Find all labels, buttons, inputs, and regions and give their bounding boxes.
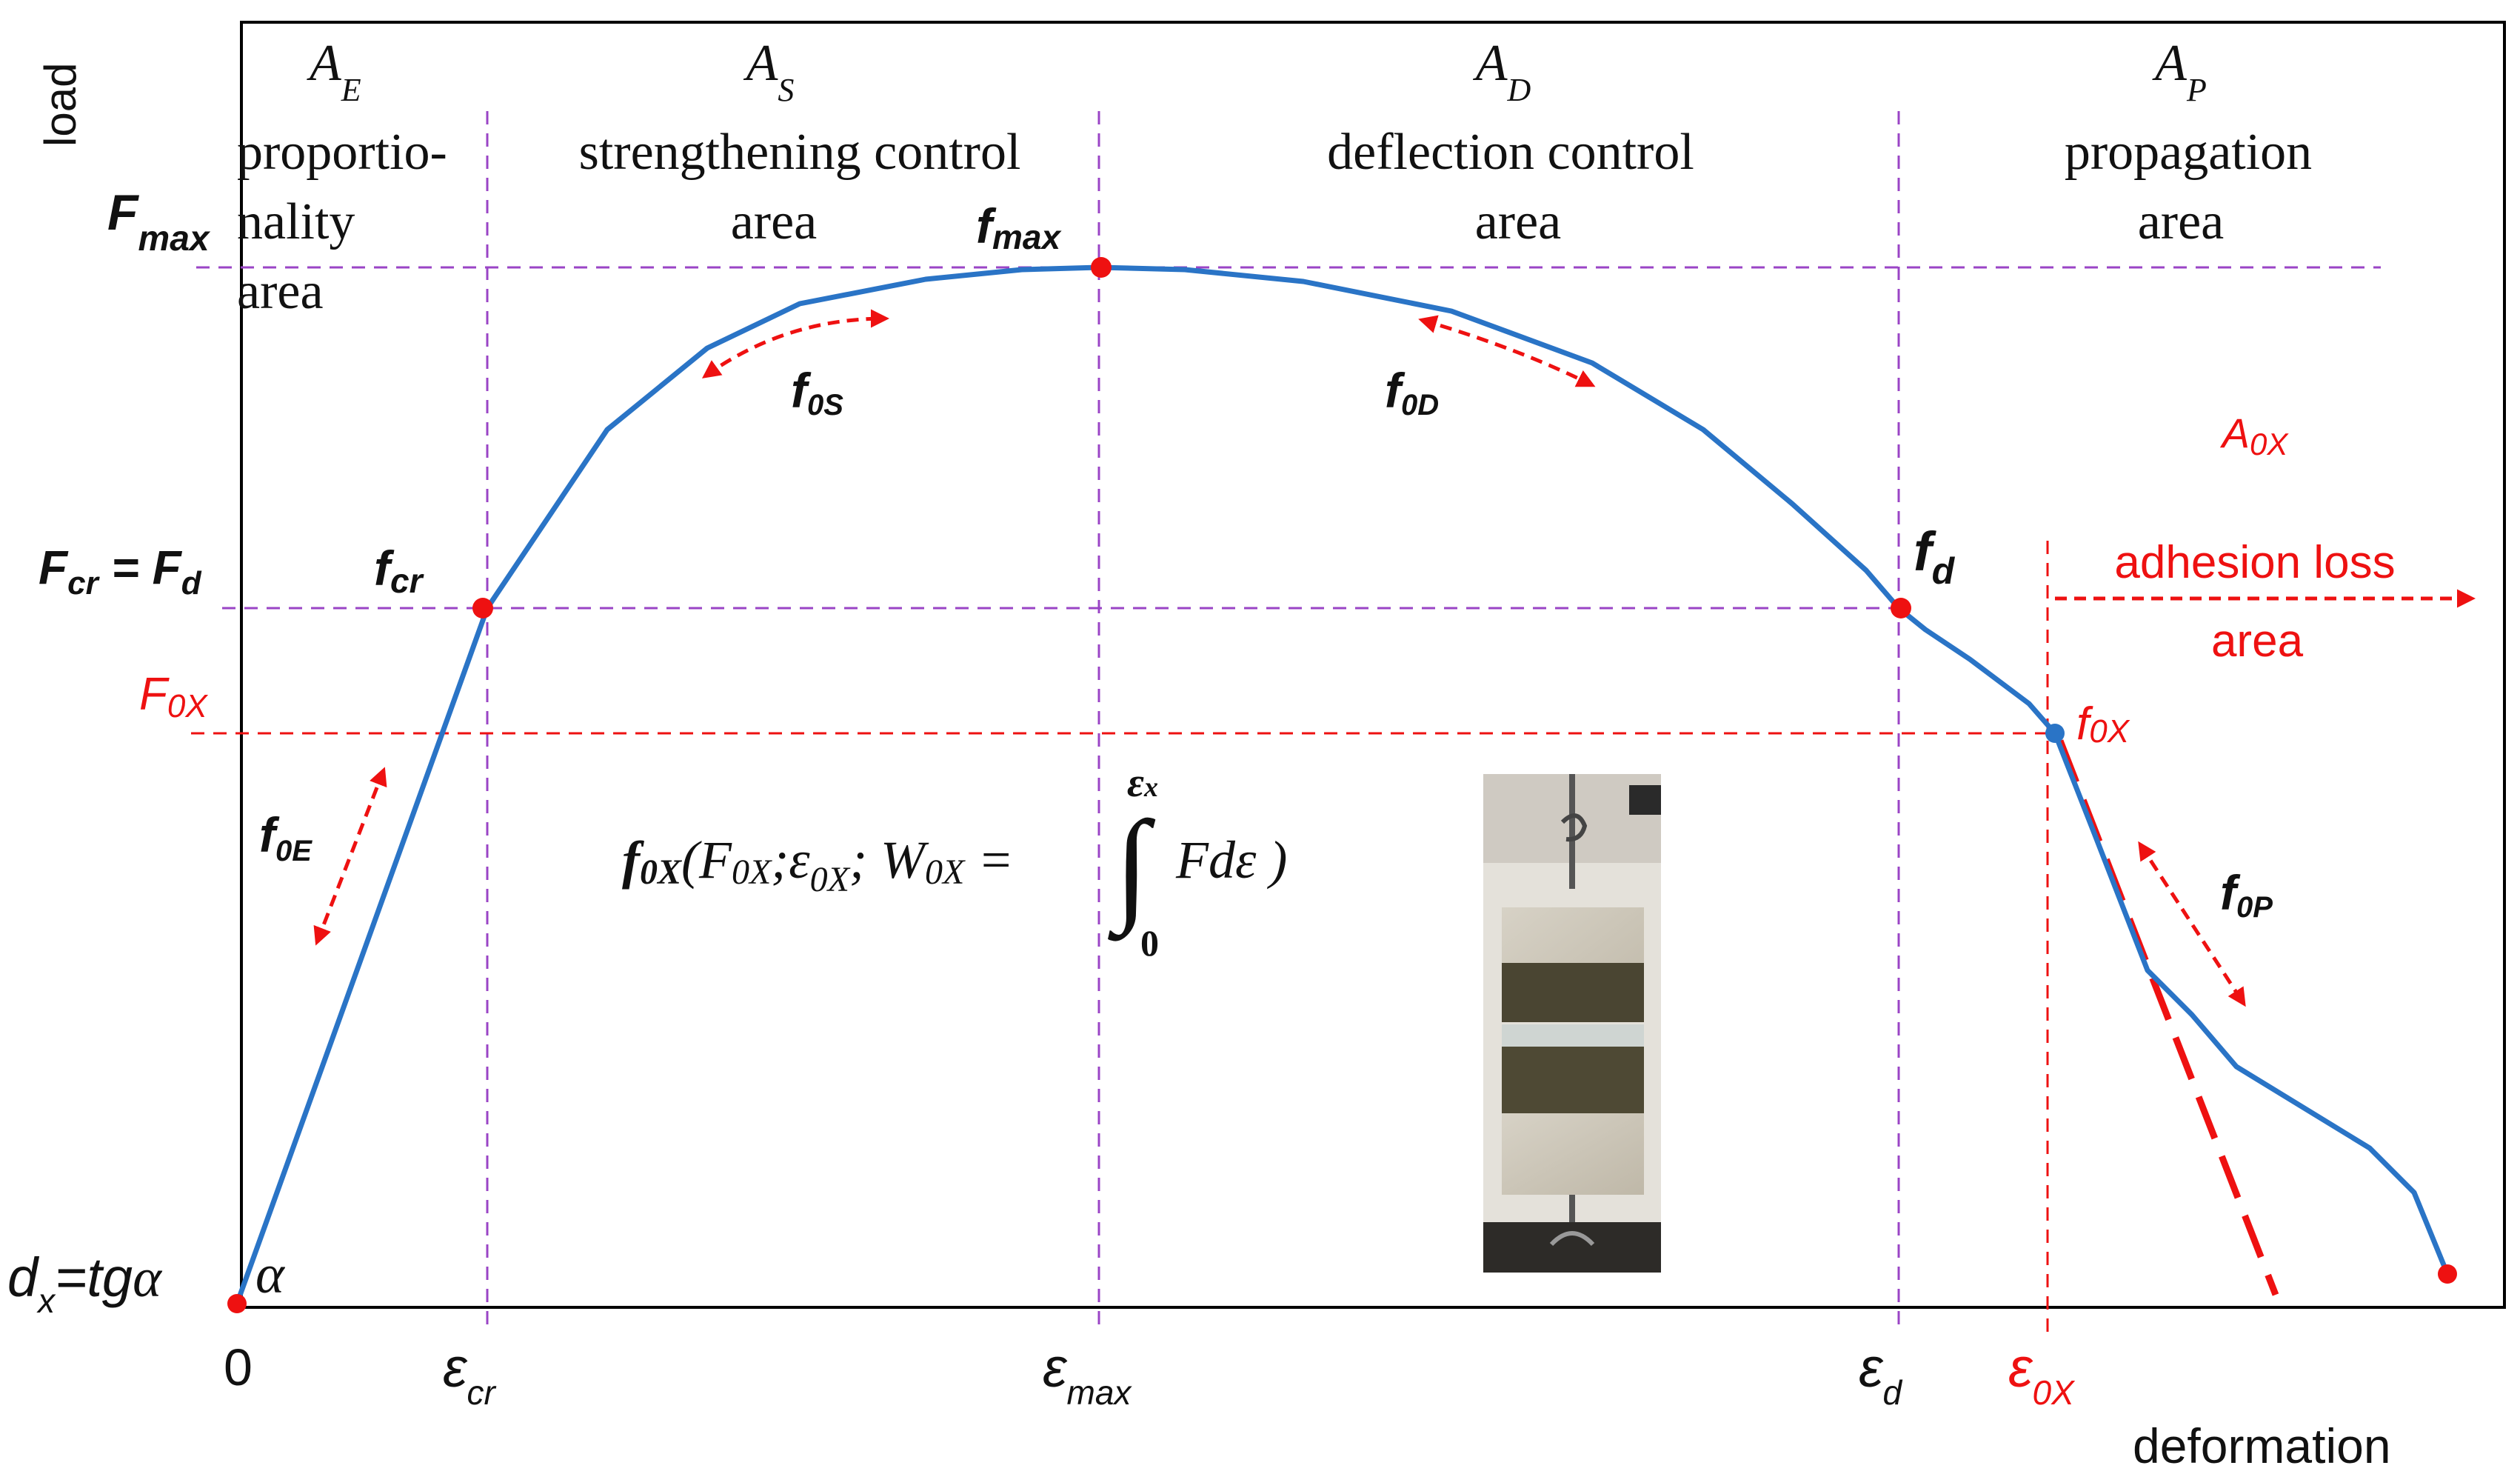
zone-s-symbol: A [743, 35, 778, 92]
zone-s-header: AS strengthening control area [579, 35, 1021, 250]
zone-d-symbol: A [1473, 35, 1508, 92]
svg-text:f0X(F0X;ε0X; W0X =: f0X(F0X;ε0X; W0X = [622, 830, 1014, 899]
svg-text:AS: AS [743, 35, 795, 108]
point-label-fd: fd [1914, 521, 1956, 592]
formula-f-sub: 0X [640, 853, 682, 892]
y-label-fcr-fd: Fcr = Fd [39, 541, 202, 601]
y-label-dx: dx=tgα [7, 1247, 163, 1320]
zone-p-header: AP propagation area [2065, 35, 2312, 250]
zone-e-line-1: proportio- [237, 124, 447, 181]
x-label-max: εmax [1043, 1337, 1132, 1412]
point-fd [1891, 598, 1911, 618]
zone-ox-header: A0X adhesion loss area [2114, 410, 2395, 667]
point-fox [2045, 724, 2065, 743]
formula-body: Fdε ) [1175, 830, 1287, 890]
svg-text:AD: AD [1473, 35, 1531, 108]
zone-p-symbol: A [2152, 35, 2187, 92]
zone-s-sub: S [778, 72, 794, 108]
arrow-f0d [1418, 315, 1596, 387]
zone-d-line-1: deflection control [1327, 124, 1694, 181]
zone-e-line-3: area [237, 263, 324, 320]
modulus-label-f0s: f0S [791, 363, 843, 421]
arrow-f0p [2138, 841, 2246, 1007]
zone-ox-symbol: A [2220, 410, 2250, 456]
zone-e-line-2: nality [237, 193, 355, 250]
photo-block-bottom [1502, 1113, 1644, 1195]
y-label-f0x: F0X [139, 669, 208, 724]
zone-ox-line-2: area [2211, 616, 2304, 667]
zone-e-header: AE proportio- nality area [237, 35, 447, 320]
modulus-label-f0e: f0E [259, 807, 313, 867]
point-label-fmax: fmax [976, 199, 1062, 256]
zone-d-sub: D [1506, 72, 1531, 108]
formula-integral: ∫ [1107, 796, 1156, 941]
arrow-f0e [313, 767, 387, 946]
zone-ox-sub: 0X [2250, 427, 2289, 461]
x-label-cr: εcr [443, 1337, 497, 1412]
point-fmax [1091, 257, 1112, 278]
zone-p-line-1: propagation [2065, 124, 2312, 181]
svg-text:A0X: A0X [2220, 410, 2290, 461]
zone-e-sub: E [341, 72, 361, 108]
modulus-arrows [313, 309, 2476, 1007]
specimen-photo [1483, 774, 1661, 1273]
zone-s-line-1: strengthening control [579, 124, 1021, 181]
work-formula: f0X(F0X;ε0X; W0X = ∫ εx 0 Fdε ) [622, 760, 1287, 964]
load-deformation-curve [234, 264, 2450, 1305]
zone-e-symbol: A [307, 35, 341, 92]
zone-p-sub: P [2186, 72, 2207, 108]
svg-text:AP: AP [2152, 35, 2207, 108]
plot-frame [240, 21, 2506, 1309]
modulus-label-f0p: f0P [2220, 865, 2273, 924]
photo-interface [1502, 1024, 1644, 1047]
point-fcr [472, 598, 493, 618]
y-label-fmax: Fmax [107, 184, 211, 259]
zone-s-line-2: area [731, 193, 818, 250]
zone-p-line-2: area [2138, 193, 2225, 250]
arrow-f0s [701, 309, 889, 378]
point-label-alpha: α [255, 1244, 286, 1305]
point-label-fcr: fcr [374, 541, 424, 600]
guide-lines [196, 111, 2381, 1333]
x-axis-label: deformation [2133, 1418, 2391, 1473]
zone-d-line-2: area [1475, 193, 1562, 250]
formula-upper-limit: εx [1127, 760, 1158, 806]
formula-lower-limit: 0 [1140, 922, 1159, 964]
zone-ox-line-1: adhesion loss [2114, 537, 2395, 588]
curve-points [227, 257, 2457, 1313]
y-axis-label: load [36, 63, 85, 147]
x-label-ox: ε0X [2008, 1337, 2076, 1412]
svg-text:AE: AE [307, 35, 361, 108]
photo-mortar-2 [1502, 1047, 1644, 1113]
origin-label: 0 [224, 1338, 253, 1396]
point-label-fox: f0X [2076, 698, 2130, 750]
point-end [2438, 1264, 2457, 1284]
x-label-d: εd [1859, 1337, 1903, 1412]
zone-d-header: AD deflection control area [1327, 35, 1694, 250]
photo-mortar-1 [1502, 963, 1644, 1022]
modulus-label-f0d: f0D [1385, 363, 1439, 421]
point-origin [227, 1294, 247, 1313]
